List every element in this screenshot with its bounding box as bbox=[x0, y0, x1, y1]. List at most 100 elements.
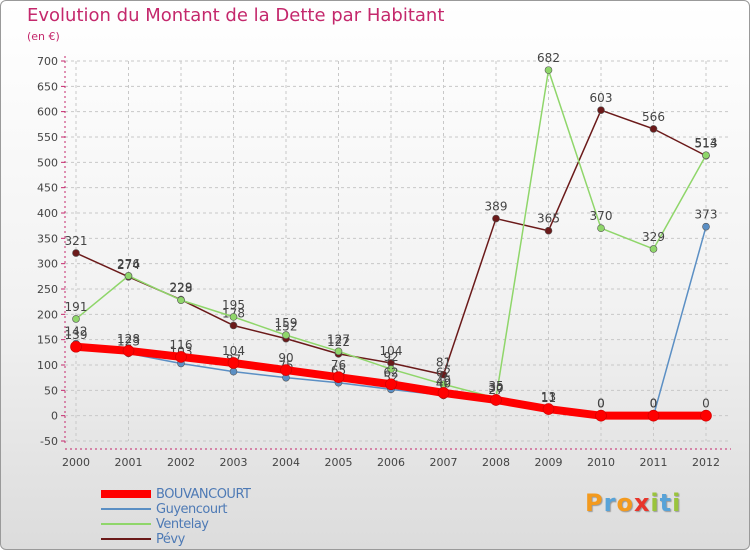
data-point-ventelay bbox=[334, 347, 343, 356]
data-label-pvy: 229 bbox=[170, 281, 193, 295]
data-label-bouvancourt: 128 bbox=[117, 332, 140, 346]
logo-letter: x bbox=[633, 489, 651, 517]
data-point-ventelay bbox=[597, 224, 605, 232]
data-label-ventelay: 35 bbox=[488, 379, 503, 393]
data-point-ventelay bbox=[544, 66, 553, 74]
y-tick-label: 500 bbox=[37, 156, 58, 169]
data-point-bouvancourt bbox=[70, 340, 82, 353]
y-tick-label: -50 bbox=[40, 435, 58, 448]
data-label-bouvancourt: 90 bbox=[278, 351, 293, 365]
x-tick-label: 2002 bbox=[167, 456, 195, 469]
y-tick-label: 100 bbox=[37, 359, 58, 372]
legend-swatch-pevy bbox=[101, 538, 151, 540]
x-tick-label: 2010 bbox=[587, 456, 615, 469]
data-label-pvy: 513 bbox=[695, 137, 718, 151]
y-tick-label: 450 bbox=[37, 182, 58, 195]
data-point-ventelay bbox=[387, 365, 395, 373]
chart-title: Evolution du Montant de la Dette par Hab… bbox=[27, 5, 445, 26]
data-point-bouvancourt bbox=[647, 409, 660, 422]
data-point-bouvancourt bbox=[332, 371, 345, 383]
y-tick-label: 700 bbox=[37, 55, 58, 68]
data-label-guyencourt: 373 bbox=[695, 208, 718, 222]
data-point-bouvancourt bbox=[700, 409, 712, 422]
data-point-pvy bbox=[72, 249, 80, 257]
data-label-bouvancourt: 30 bbox=[488, 381, 503, 395]
data-point-ventelay bbox=[72, 315, 80, 323]
data-point-pvy bbox=[649, 125, 658, 133]
legend-swatch-ventelay bbox=[101, 523, 151, 525]
logo-letter: t bbox=[659, 489, 673, 517]
data-label-pvy: 122 bbox=[327, 335, 350, 349]
y-tick-label: 650 bbox=[37, 80, 58, 93]
data-label-guyencourt: 40 bbox=[436, 376, 451, 390]
data-label-ventelay: 92 bbox=[383, 350, 398, 364]
data-point-ventelay bbox=[177, 296, 185, 304]
data-label-ventelay: 682 bbox=[537, 51, 560, 65]
data-point-pvy bbox=[597, 106, 605, 114]
data-label-guyencourt: 123 bbox=[117, 334, 140, 348]
x-tick-label: 2011 bbox=[640, 456, 668, 469]
logo-letter: i bbox=[672, 489, 682, 517]
x-tick-label: 2003 bbox=[220, 456, 248, 469]
data-label-pvy: 81 bbox=[436, 356, 451, 370]
data-point-guyencourt bbox=[229, 367, 238, 376]
data-label-guyencourt: 27 bbox=[488, 383, 503, 397]
data-label-ventelay: 228 bbox=[170, 281, 193, 295]
data-label-bouvancourt: 0 bbox=[702, 397, 710, 411]
data-point-ventelay bbox=[124, 272, 133, 280]
logo-letter: o bbox=[616, 489, 634, 517]
legend-label-ventelay: Ventelay bbox=[156, 517, 209, 532]
data-label-bouvancourt: 76 bbox=[331, 358, 346, 372]
data-point-bouvancourt bbox=[122, 345, 135, 357]
data-label-bouvancourt: 104 bbox=[222, 344, 245, 358]
proxiti-logo: Proxiti bbox=[585, 489, 681, 517]
legend-label-pevy: Pévy bbox=[156, 532, 185, 547]
data-point-bouvancourt bbox=[385, 378, 397, 391]
data-point-bouvancourt bbox=[542, 403, 555, 415]
data-label-bouvancourt: 62 bbox=[383, 365, 398, 379]
data-label-pvy: 566 bbox=[642, 110, 665, 124]
data-label-ventelay: 195 bbox=[222, 298, 245, 312]
data-point-bouvancourt bbox=[437, 387, 450, 399]
data-label-pvy: 152 bbox=[275, 320, 298, 334]
data-point-bouvancourt bbox=[490, 394, 502, 406]
data-label-pvy: 274 bbox=[117, 258, 140, 272]
data-label-pvy: 104 bbox=[380, 344, 403, 358]
logo-letter: r bbox=[603, 489, 617, 517]
data-label-guyencourt: 0 bbox=[597, 397, 605, 411]
data-label-ventelay: 159 bbox=[275, 316, 298, 330]
y-tick-label: 300 bbox=[37, 258, 58, 271]
data-point-pvy bbox=[492, 214, 500, 223]
data-label-guyencourt: 0 bbox=[650, 397, 658, 411]
data-label-ventelay: 191 bbox=[65, 300, 88, 314]
x-tick-label: 2004 bbox=[272, 456, 300, 469]
x-tick-label: 2009 bbox=[535, 456, 563, 469]
data-label-guyencourt: 11 bbox=[541, 391, 556, 405]
y-tick-label: 200 bbox=[37, 308, 58, 321]
data-label-ventelay: 62 bbox=[436, 365, 451, 379]
x-tick-label: 2012 bbox=[692, 456, 720, 469]
legend-label-bouvancourt: BOUVANCOURT bbox=[156, 487, 251, 502]
data-point-bouvancourt bbox=[227, 357, 240, 369]
data-label-bouvancourt: 49 bbox=[436, 374, 451, 388]
x-tick-label: 2005 bbox=[325, 456, 353, 469]
data-label-ventelay: 514 bbox=[695, 136, 718, 150]
data-label-bouvancourt: 116 bbox=[170, 338, 193, 352]
data-label-bouvancourt: 13 bbox=[541, 390, 556, 404]
data-label-ventelay: 329 bbox=[642, 230, 665, 244]
legend-label-guyencourt: Guyencourt bbox=[156, 502, 228, 517]
data-label-pvy: 365 bbox=[537, 212, 560, 226]
data-point-ventelay bbox=[229, 313, 238, 321]
x-tick-label: 2007 bbox=[430, 456, 458, 469]
data-point-ventelay bbox=[702, 151, 710, 160]
legend-swatch-bouvancourt bbox=[101, 490, 151, 498]
data-label-pvy: 603 bbox=[590, 91, 613, 105]
data-point-bouvancourt bbox=[175, 351, 187, 363]
data-point-bouvancourt bbox=[280, 364, 292, 376]
y-tick-label: 350 bbox=[37, 232, 58, 245]
data-point-pvy bbox=[544, 226, 553, 235]
y-tick-label: 550 bbox=[37, 131, 58, 144]
data-point-bouvancourt bbox=[595, 409, 607, 422]
data-point-ventelay bbox=[282, 331, 290, 339]
